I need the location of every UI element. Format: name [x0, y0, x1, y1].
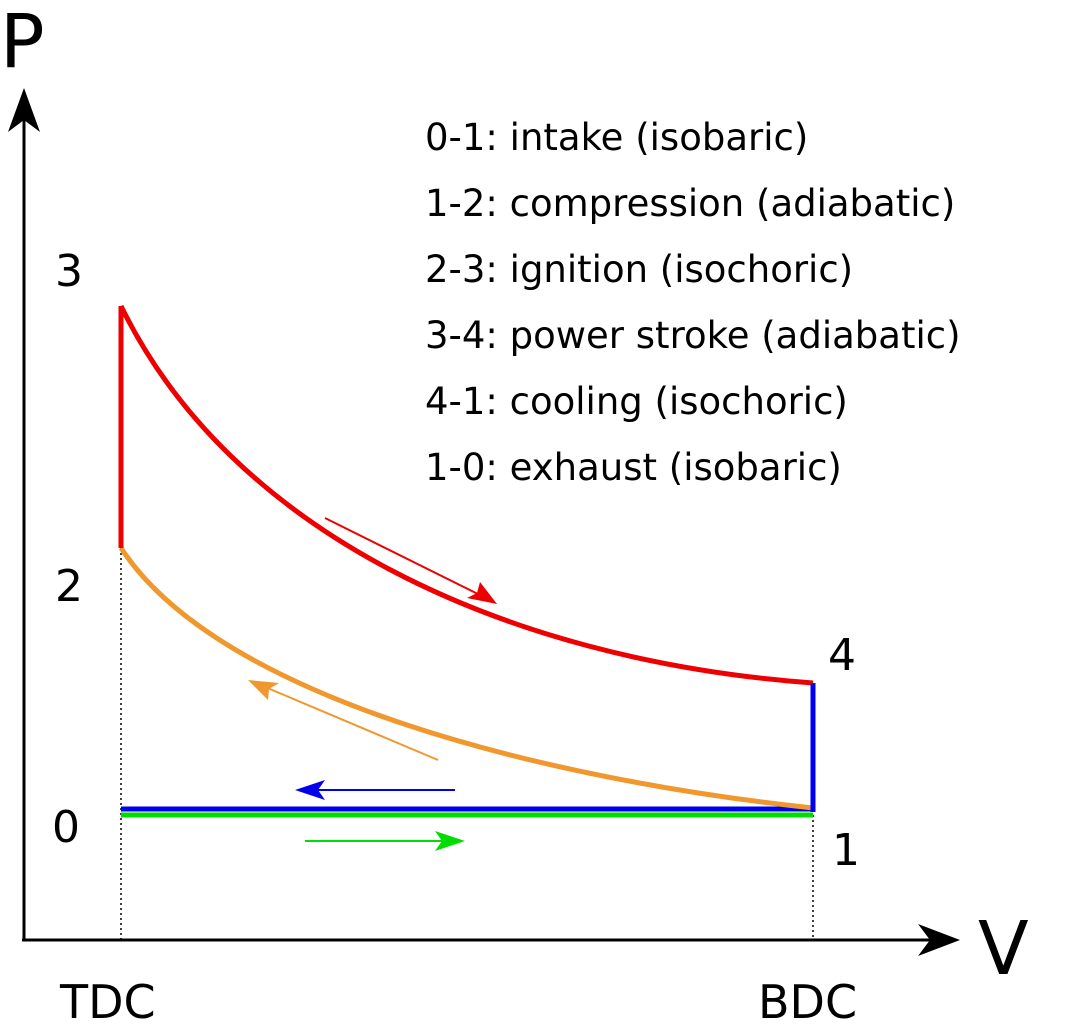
point-label-3: 3: [55, 246, 83, 297]
legend-item-power-stroke: 3-4: power stroke (adiabatic): [425, 314, 961, 357]
y-axis-arrowhead: [8, 88, 40, 132]
y-axis-label: P: [0, 0, 45, 85]
point-label-4: 4: [828, 630, 856, 681]
x-axis-label: V: [978, 906, 1029, 992]
legend-item-compression: 1-2: compression (adiabatic): [425, 182, 955, 225]
legend-item-cooling: 4-1: cooling (isochoric): [425, 380, 848, 423]
x-tick-bdc: BDC: [758, 975, 857, 1029]
compression-adiabat: [118, 546, 814, 811]
point-label-1: 1: [832, 825, 860, 876]
x-axis-arrowhead: [918, 924, 960, 956]
legend-item-exhaust: 1-0: exhaust (isobaric): [425, 446, 842, 489]
x-tick-tdc: TDC: [59, 975, 156, 1029]
point-label-0: 0: [52, 802, 80, 853]
power-stroke-direction-arrow: [324, 517, 497, 604]
power-stroke-adiabat: [118, 304, 814, 686]
compression-direction-arrow: [248, 680, 439, 761]
exhaust-direction-arrow: [295, 780, 455, 800]
legend-item-intake: 0-1: intake (isobaric): [425, 116, 808, 159]
point-label-2: 2: [55, 561, 83, 612]
intake-direction-arrow: [305, 831, 465, 851]
legend-item-ignition: 2-3: ignition (isochoric): [425, 248, 853, 291]
process-legend: 0-1: intake (isobaric) 1-2: compression …: [425, 116, 961, 489]
